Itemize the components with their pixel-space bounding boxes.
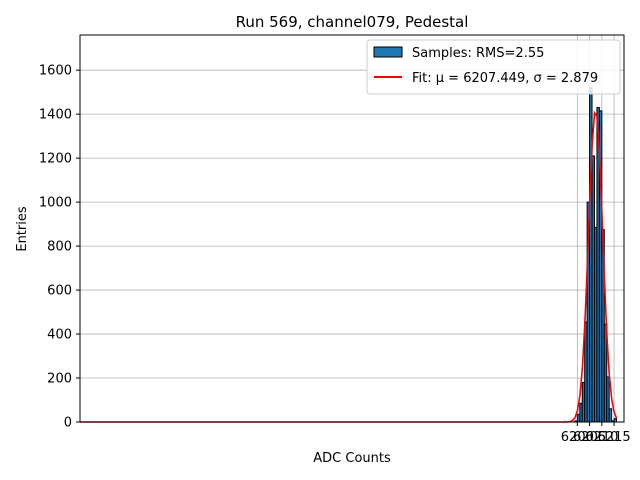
x-tick-label: 6200 xyxy=(561,430,594,445)
plot-area-frame xyxy=(79,34,625,423)
legend-fit-prefix: Fit: xyxy=(412,71,436,86)
legend-fit-separator: , xyxy=(525,71,533,86)
y-axis-label: Entries xyxy=(15,206,30,252)
y-tick-label: 1600 xyxy=(39,64,72,79)
y-tick-label: 1200 xyxy=(39,152,72,167)
x-tick-label: 6215 xyxy=(598,430,631,445)
fit-curve-group xyxy=(80,110,618,423)
x-tick-label: 6205 xyxy=(573,430,606,445)
fit-curve xyxy=(80,110,618,423)
y-tick-label: 1000 xyxy=(39,196,72,211)
chart-title: Run 569, channel079, Pedestal xyxy=(236,13,469,31)
legend-fit-label: Fit: μ = 6207.449, σ = 2.879 xyxy=(412,71,598,86)
x-tick-label: 6210 xyxy=(585,430,618,445)
legend-histogram-label: Samples: RMS=2.55 xyxy=(412,46,544,61)
y-tick-label: 0 xyxy=(64,416,72,431)
legend-fit-sigma: σ = 2.879 xyxy=(534,71,599,86)
histogram-bar xyxy=(608,408,613,423)
legend-histogram-swatch xyxy=(373,46,403,58)
y-tick-label: 400 xyxy=(47,328,72,343)
histogram-bars xyxy=(574,87,618,423)
x-axis-label: ADC Counts xyxy=(313,451,391,466)
legend: Samples: RMS=2.55 Fit: μ = 6207.449, σ =… xyxy=(366,39,621,95)
y-tick-label: 200 xyxy=(47,372,72,387)
legend-fit-mu: μ = 6207.449 xyxy=(436,71,525,86)
y-tick-label: 800 xyxy=(47,240,72,255)
y-axis-ticks: 0 200 400 600 800 1000 1200 1400 1600 xyxy=(39,64,80,431)
y-tick-label: 1400 xyxy=(39,108,72,123)
y-tick-label: 600 xyxy=(47,284,72,299)
legend-box xyxy=(366,39,621,95)
